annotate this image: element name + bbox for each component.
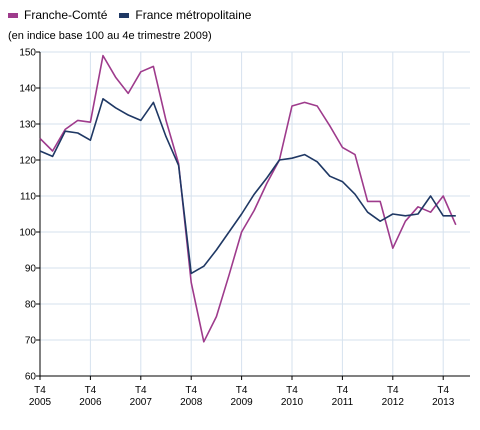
x-tick-label-quarter: T4 bbox=[185, 385, 197, 396]
series-line-franche-comte bbox=[39, 54, 457, 343]
x-tick-label-year: 2012 bbox=[382, 397, 405, 408]
legend-swatch-franche-comte bbox=[8, 12, 18, 18]
x-tick-label-year: 2013 bbox=[432, 397, 455, 408]
x-tick-label-quarter: T4 bbox=[236, 385, 248, 396]
x-tick-label-year: 2008 bbox=[180, 397, 203, 408]
x-tick-label-year: 2010 bbox=[281, 397, 304, 408]
legend-swatch-france-metropolitaine bbox=[119, 12, 130, 18]
y-tick-label: 60 bbox=[25, 372, 37, 383]
y-tick-label: 90 bbox=[25, 264, 37, 275]
legend-item-france-metropolitaine: France métropolitaine bbox=[119, 8, 251, 22]
y-tick-label: 150 bbox=[19, 48, 36, 59]
x-tick-label-quarter: T4 bbox=[85, 385, 97, 396]
x-tick-label-quarter: T4 bbox=[437, 385, 449, 396]
y-tick-label: 80 bbox=[25, 300, 37, 311]
legend-item-franche-comte: Franche-Comté bbox=[8, 8, 107, 22]
x-tick-label-year: 2006 bbox=[79, 397, 102, 408]
x-tick-label-quarter: T4 bbox=[286, 385, 298, 396]
chart-subtitle: (en indice base 100 au 4e trimestre 2009… bbox=[8, 30, 212, 42]
series-line-france-metropolitaine bbox=[39, 98, 456, 275]
y-tick-label: 100 bbox=[19, 228, 36, 239]
x-tick-label-year: 2007 bbox=[130, 397, 153, 408]
y-tick-label: 70 bbox=[25, 336, 37, 347]
y-tick-label: 110 bbox=[20, 192, 36, 203]
x-tick-label-year: 2009 bbox=[230, 397, 253, 408]
legend-label-franche-comte: Franche-Comté bbox=[24, 8, 108, 22]
y-tick-label: 140 bbox=[19, 84, 36, 95]
legend-label-france-metropolitaine: France métropolitaine bbox=[135, 8, 252, 22]
x-tick-label-year: 2011 bbox=[332, 397, 354, 408]
x-tick-label-quarter: T4 bbox=[337, 385, 349, 396]
x-tick-label-quarter: T4 bbox=[135, 385, 147, 396]
y-tick-label: 120 bbox=[19, 156, 36, 167]
x-tick-label-year: 2005 bbox=[29, 397, 52, 408]
x-tick-label-quarter: T4 bbox=[34, 385, 46, 396]
y-tick-label: 130 bbox=[19, 120, 36, 131]
chart-legend: Franche-Comté France métropolitaine bbox=[8, 8, 263, 22]
x-tick-label-quarter: T4 bbox=[387, 385, 399, 396]
